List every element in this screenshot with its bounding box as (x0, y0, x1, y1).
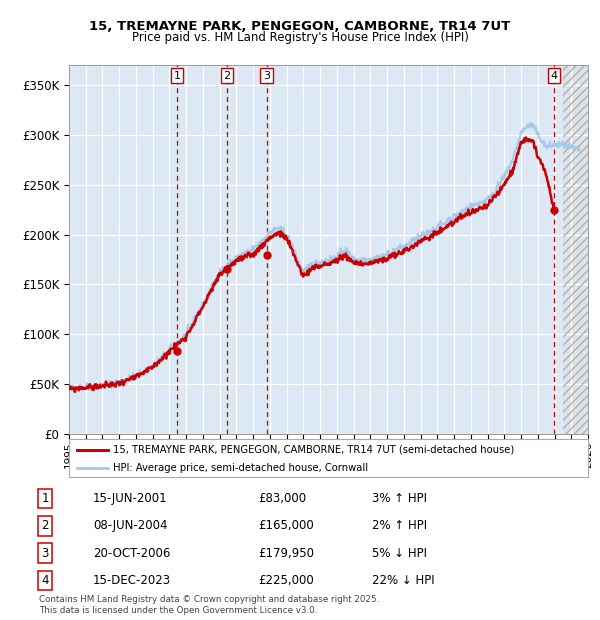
Text: £179,950: £179,950 (258, 547, 314, 559)
Text: 3: 3 (263, 71, 270, 81)
Text: 1: 1 (41, 492, 49, 505)
Text: 20-OCT-2006: 20-OCT-2006 (93, 547, 170, 559)
Text: 08-JUN-2004: 08-JUN-2004 (93, 520, 167, 532)
Bar (563, 65, 596, 434)
Text: 3% ↑ HPI: 3% ↑ HPI (372, 492, 427, 505)
Text: 15, TREMAYNE PARK, PENGEGON, CAMBORNE, TR14 7UT (semi-detached house): 15, TREMAYNE PARK, PENGEGON, CAMBORNE, T… (113, 445, 514, 454)
Text: £165,000: £165,000 (258, 520, 314, 532)
Text: 3: 3 (41, 547, 49, 559)
Text: 2: 2 (223, 71, 230, 81)
Text: 4: 4 (41, 574, 49, 587)
Text: 4: 4 (550, 71, 557, 81)
Text: 15-JUN-2001: 15-JUN-2001 (93, 492, 167, 505)
Text: HPI: Average price, semi-detached house, Cornwall: HPI: Average price, semi-detached house,… (113, 463, 368, 473)
Text: 2: 2 (41, 520, 49, 532)
Text: £225,000: £225,000 (258, 574, 314, 587)
Text: 1: 1 (173, 71, 181, 81)
Text: 15-DEC-2023: 15-DEC-2023 (93, 574, 171, 587)
Text: Contains HM Land Registry data © Crown copyright and database right 2025.
This d: Contains HM Land Registry data © Crown c… (39, 595, 379, 614)
Text: 5% ↓ HPI: 5% ↓ HPI (372, 547, 427, 559)
Text: 22% ↓ HPI: 22% ↓ HPI (372, 574, 434, 587)
Text: Price paid vs. HM Land Registry's House Price Index (HPI): Price paid vs. HM Land Registry's House … (131, 31, 469, 44)
Bar (563, 65, 596, 434)
Text: £83,000: £83,000 (258, 492, 306, 505)
Text: 15, TREMAYNE PARK, PENGEGON, CAMBORNE, TR14 7UT: 15, TREMAYNE PARK, PENGEGON, CAMBORNE, T… (89, 20, 511, 33)
Text: 2% ↑ HPI: 2% ↑ HPI (372, 520, 427, 532)
